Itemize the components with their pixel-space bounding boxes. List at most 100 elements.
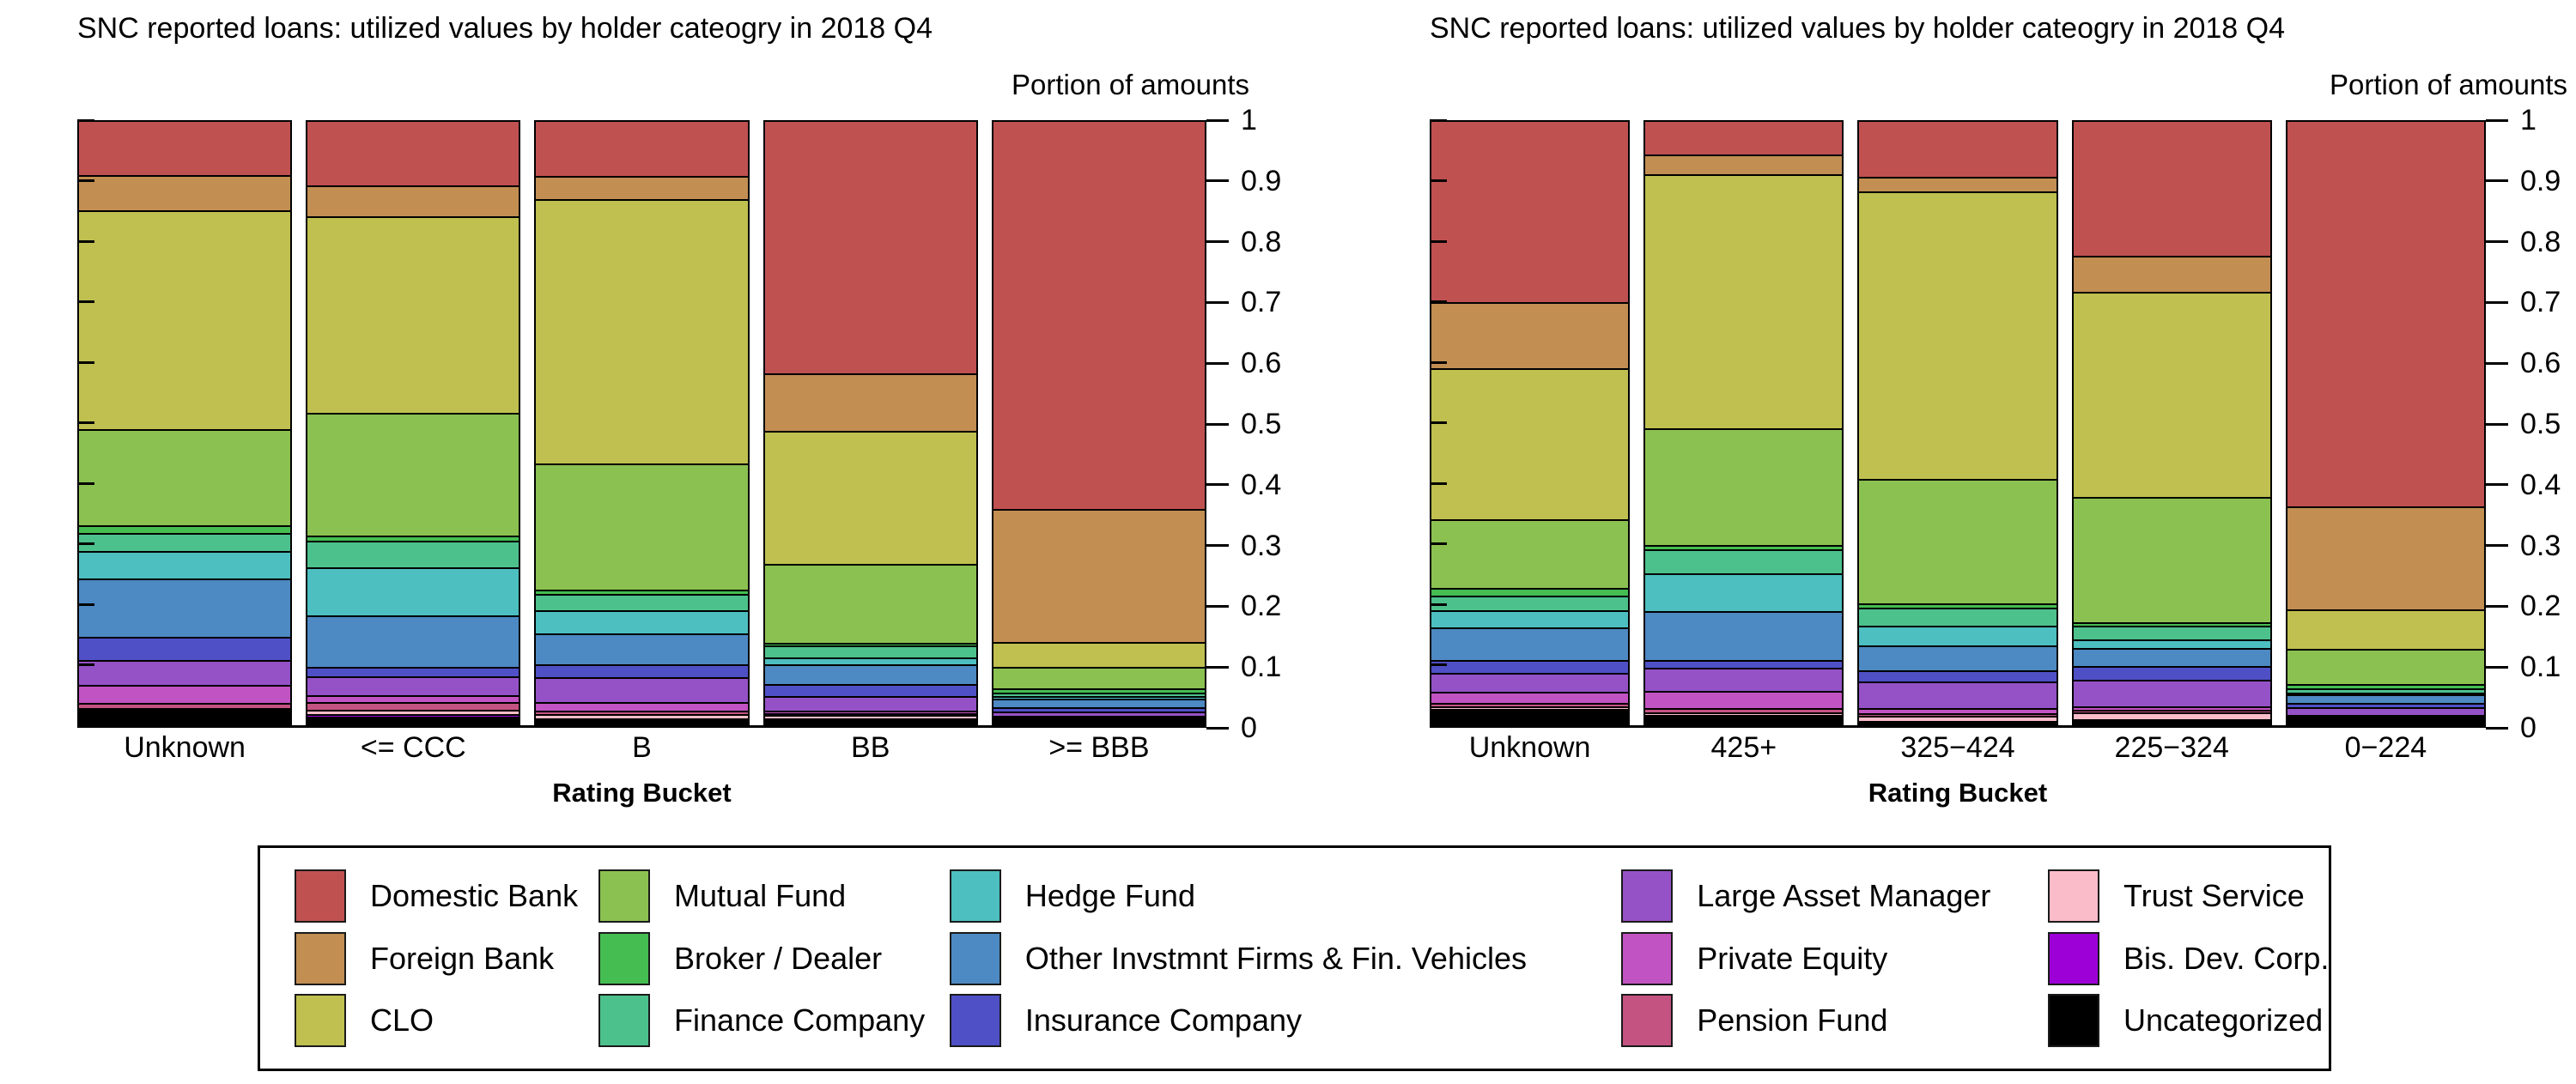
y-tick-label: 0.5: [1241, 408, 1282, 440]
y-tick: [1206, 118, 1229, 122]
bar-segment: [1859, 723, 2057, 725]
bar-segment: [1645, 668, 1843, 692]
bar-segment: [764, 373, 976, 431]
bar-segment: [2287, 707, 2485, 716]
y-tick: [2486, 726, 2508, 730]
bar-segment: [764, 645, 976, 657]
bar-segment: [536, 664, 748, 677]
stacked-bar: [306, 120, 521, 725]
legend-swatch: [598, 994, 651, 1047]
legend-item: Trust Service: [2048, 867, 2329, 925]
y-tick-label: 0.8: [2520, 225, 2561, 258]
y-tick-label: 0.1: [2520, 651, 2561, 684]
y-tick: [1206, 240, 1229, 244]
y-tick: [2486, 240, 2508, 244]
y-tick: [77, 118, 94, 122]
y-tick-label: 0.7: [2520, 286, 2561, 319]
x-axis-title: Rating Bucket: [1868, 778, 2048, 808]
y-tick: [1430, 542, 1447, 545]
y-tick: [77, 360, 94, 364]
bar-segment: [764, 711, 976, 714]
y-tick: [1430, 663, 1447, 666]
bar-segment: [764, 684, 976, 697]
bar-segment: [1645, 173, 1843, 428]
x-axis-title: Rating Bucket: [552, 778, 732, 808]
bar-segment: [307, 216, 519, 413]
legend-column: Domestic Bank Foreign Bank CLO: [295, 867, 598, 1050]
bar-segment: [79, 703, 291, 708]
y-tick-label: 0.4: [2520, 468, 2561, 501]
y-tick: [1206, 665, 1229, 669]
bar-segment: [764, 664, 976, 685]
legend-item: Private Equity: [1621, 930, 2048, 988]
bar-segment: [2073, 680, 2270, 706]
bar-segment: [1431, 703, 1629, 707]
y-tick-label: 0.4: [1241, 468, 1282, 501]
y-tick: [1430, 118, 1447, 122]
bar-segment: [1859, 191, 2057, 479]
bar-segment: [307, 536, 519, 541]
bar-segment: [764, 122, 976, 374]
legend-item: Bis. Dev. Corp.: [2048, 930, 2329, 988]
y-tick: [1430, 179, 1447, 182]
bar-segment: [993, 509, 1206, 642]
bar-segment: [307, 615, 519, 668]
bar-segment: [1431, 610, 1629, 627]
legend-item: Broker / Dealer: [598, 930, 950, 988]
y-tick: [1206, 726, 1229, 730]
bar-segment: [307, 709, 519, 715]
legend-label: Private Equity: [1697, 940, 1888, 976]
bar-segment: [1859, 716, 2057, 722]
bar-segment: [2073, 255, 2270, 293]
bar-segment: [993, 122, 1206, 510]
y-tick: [1206, 604, 1229, 608]
bar-segment: [2073, 712, 2270, 719]
bar-segment: [1645, 610, 1843, 660]
bar-segment: [2287, 722, 2485, 725]
y-tick-label: 0.2: [1241, 590, 1282, 623]
y-tick: [77, 300, 94, 303]
legend-swatch: [949, 869, 1001, 923]
bar-segment: [2287, 693, 2485, 695]
legend-column: Mutual Fund Broker / Dealer Finance Compan…: [598, 867, 950, 1050]
bar-segment: [1645, 544, 1843, 550]
y-tick: [1206, 544, 1229, 548]
y-tick: [1206, 179, 1229, 183]
y-tick: [1430, 360, 1447, 364]
bar-segment: [2287, 688, 2485, 693]
bar-segment: [307, 667, 519, 676]
legend-swatch: [2048, 869, 2100, 923]
bar-segment: [307, 567, 519, 615]
legend-label: Finance Company: [674, 1002, 926, 1038]
bar-segment: [1645, 715, 1843, 718]
y-tick: [1206, 361, 1229, 365]
bar-segment: [2073, 497, 2270, 623]
bar-segment: [993, 717, 1206, 719]
bar-segment: [536, 589, 748, 594]
legend-item: Domestic Bank: [295, 867, 598, 925]
y-tick: [77, 603, 94, 606]
bar-segment: [1859, 645, 2057, 671]
bar-segment: [764, 696, 976, 712]
bar-segment: [1431, 368, 1629, 519]
x-tick-label: >= BBB: [1048, 731, 1150, 764]
bar-segment: [2073, 622, 2270, 627]
bar-segment: [2287, 703, 2485, 708]
legend-label: CLO: [370, 1002, 434, 1038]
y-tick: [1206, 422, 1229, 426]
x-tick-labels: Unknown 425+ 325−424 225−324 0−224: [1430, 731, 2486, 765]
bar-segment: [79, 551, 291, 578]
stacked-bar: [77, 120, 293, 725]
bar-segment: [764, 657, 976, 665]
y-tick: [2486, 483, 2508, 487]
bar-segment: [1859, 122, 2057, 178]
legend-item: CLO: [295, 991, 598, 1050]
bar-segment: [993, 692, 1206, 697]
bar-segment: [307, 675, 519, 695]
y-tick: [77, 663, 94, 666]
legend-label: Insurance Company: [1024, 1002, 1302, 1038]
y-tick: [1206, 483, 1229, 487]
bar-segment: [764, 643, 976, 645]
bar-segment: [536, 198, 748, 464]
bar-segment: [79, 533, 291, 552]
